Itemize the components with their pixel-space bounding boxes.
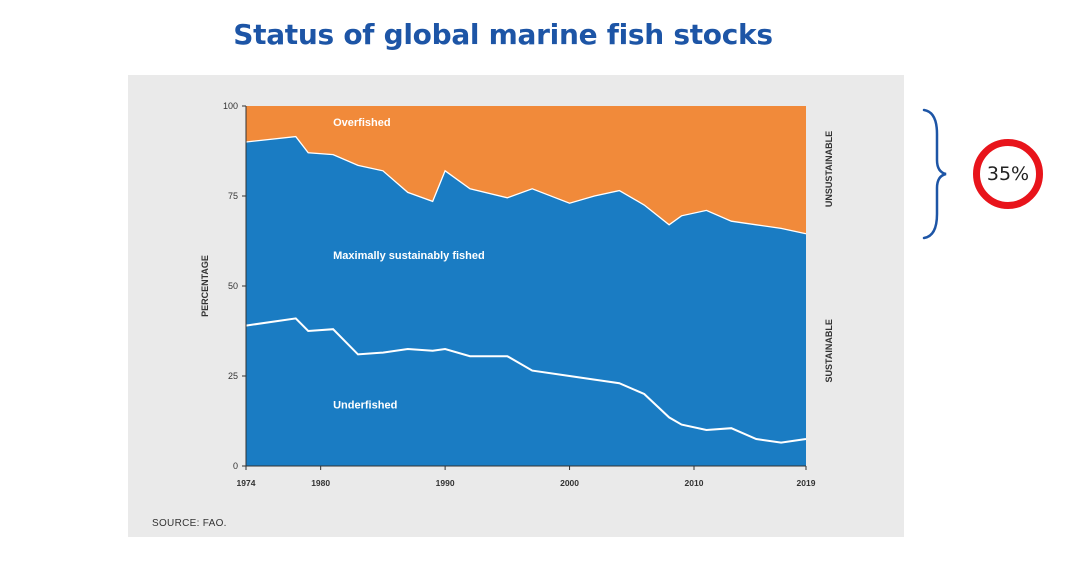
y-tick-label: 50 (228, 281, 238, 291)
maximally-sustainably-fished-label: Maximally sustainably fished (333, 250, 485, 262)
chart-panel: 0 25 50 75 100 1974 1980 1990 2000 2010 2019 PERCEN… (128, 75, 904, 537)
x-tick-label: 1990 (436, 478, 455, 488)
x-tick-label: 2010 (685, 478, 704, 488)
x-tick-label: 1980 (311, 478, 330, 488)
unsustainable-label: UNSUSTAINABLE (824, 131, 834, 207)
overfished-label: Overfished (333, 117, 390, 129)
sustainable-boundary-line (245, 135, 807, 235)
y-tick-label: 0 (233, 461, 238, 471)
x-tick-label: 2019 (797, 478, 816, 488)
x-tick-label: 1974 (237, 478, 256, 488)
underfished-boundary-line (245, 317, 807, 444)
y-tick-label: 100 (223, 101, 238, 111)
y-tick-label: 75 (228, 191, 238, 201)
y-axis-label: PERCENTAGE (200, 255, 210, 317)
x-tick-label: 2000 (560, 478, 579, 488)
source-note: SOURCE: FAO. (152, 518, 227, 529)
unsustainable-share-badge: 35% (973, 139, 1043, 209)
underfished-label: Underfished (333, 399, 397, 411)
y-tick-label: 25 (228, 371, 238, 381)
sustainable-area (246, 136, 806, 466)
sustainable-label: SUSTAINABLE (824, 319, 834, 382)
brace-icon (922, 108, 947, 240)
chart-title: Status of global marine fish stocks (233, 18, 773, 51)
overfished-area (246, 106, 806, 234)
chart-svg: 0 25 50 75 100 1974 1980 1990 2000 2010 2019 PERCEN… (200, 101, 834, 488)
